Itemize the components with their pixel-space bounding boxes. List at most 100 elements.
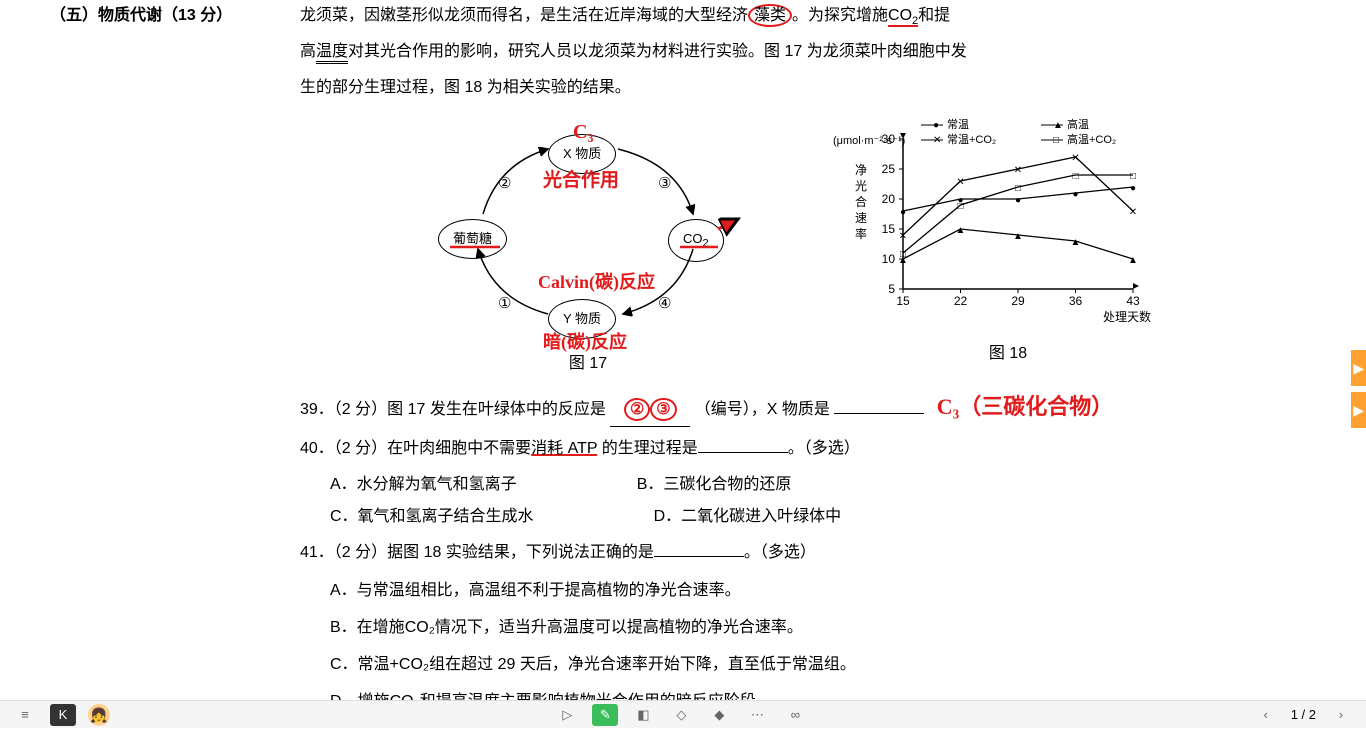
more-icon[interactable]: ⋯ bbox=[744, 704, 770, 726]
eraser2-icon[interactable]: ◆ bbox=[706, 704, 732, 726]
question-40: 40．（2 分）在叶肉细胞中不需要消耗 ATP 的生理过程是 。（多选） bbox=[300, 433, 1316, 465]
prev-page-icon[interactable]: ‹ bbox=[1253, 704, 1279, 726]
svg-text:✕: ✕ bbox=[956, 177, 964, 188]
svg-text:速: 速 bbox=[855, 211, 867, 225]
svg-text:□: □ bbox=[1015, 183, 1021, 194]
text: 和提 bbox=[918, 7, 950, 24]
bottom-toolbar: ≡ K 👧 ▷ ✎ ◧ ◇ ◆ ⋯ ∞ ‹ 1 / 2 › bbox=[0, 700, 1366, 728]
intro-line-3: 生的部分生理过程，图 18 为相关实验的结果。 bbox=[300, 72, 1316, 104]
text: 龙须菜，因嫩茎形似龙须而得名，是生活在近岸海域的大型经济 bbox=[300, 7, 748, 24]
q40-opt-a: A．水分解为氧气和氢离子 bbox=[330, 469, 517, 501]
side-arrow-down[interactable]: ▶ bbox=[1351, 392, 1366, 428]
annot-top: 光合作用 bbox=[543, 162, 619, 200]
co2: CO₂ bbox=[399, 656, 429, 673]
text: 。为探究增施 bbox=[792, 7, 888, 24]
q40-options: A．水分解为氧气和氢离子 B．三碳化合物的还原 C．氧气和氢离子结合生成水 D．… bbox=[330, 469, 1316, 533]
svg-text:高温+CO₂: 高温+CO₂ bbox=[1067, 132, 1116, 146]
svg-text:□: □ bbox=[900, 249, 906, 260]
annot-c3: C₃ bbox=[573, 112, 593, 152]
t: 和提高温度主要影响植物光合作用的暗反应阶段。 bbox=[420, 693, 772, 700]
figure-18: 510152025301522293643处理天数净光合速率(μmol·m⁻²·… bbox=[828, 114, 1188, 370]
svg-text:□: □ bbox=[957, 201, 963, 212]
intro-line-2: 高温度对其光合作用的影响，研究人员以龙须菜为材料进行实验。图 17 为龙须菜叶肉… bbox=[300, 36, 1316, 68]
t: 组在超过 29 天后，净光合速率开始下降，直至低于常温组。 bbox=[429, 656, 856, 673]
figures-row: X 物质 葡萄糖 CO2 Y 物质 bbox=[300, 114, 1316, 380]
q39-text: 39．（2 分）图 17 发生在叶绿体中的反应是 bbox=[300, 401, 606, 418]
fig18-label: 图 18 bbox=[828, 338, 1188, 370]
svg-text:率: 率 bbox=[855, 226, 867, 241]
side-arrow-up[interactable]: ▶ bbox=[1351, 350, 1366, 386]
svg-text:✕: ✕ bbox=[1014, 165, 1022, 176]
svg-text:常温+CO₂: 常温+CO₂ bbox=[947, 133, 996, 146]
svg-text:●: ● bbox=[1072, 189, 1078, 200]
annot-bot: 暗(碳)反应 bbox=[543, 324, 627, 360]
svg-text:净: 净 bbox=[855, 163, 867, 177]
q41-opt-d: D．增施CO₂和提高温度主要影响植物光合作用的暗反应阶段。 bbox=[330, 684, 1316, 700]
question-39: 39．（2 分）图 17 发生在叶绿体中的反应是 ②③ （编号），X 物质是 C… bbox=[300, 385, 1316, 429]
num-2: ② bbox=[498, 169, 511, 199]
svg-text:常温: 常温 bbox=[947, 118, 969, 131]
q39-ans1a: ② bbox=[624, 398, 650, 421]
svg-text:▲: ▲ bbox=[1128, 255, 1138, 266]
svg-text:□: □ bbox=[1072, 171, 1078, 182]
q40-text2: 的生理过程是 bbox=[597, 440, 697, 457]
question-41: 41．（2 分）据图 18 实验结果，下列说法正确的是 。（多选） bbox=[300, 537, 1316, 569]
q39-answer2: C₃（三碳化合物） bbox=[937, 394, 1113, 419]
svg-text:20: 20 bbox=[882, 192, 896, 206]
svg-text:▲: ▲ bbox=[1013, 231, 1023, 242]
line-chart: 510152025301522293643处理天数净光合速率(μmol·m⁻²·… bbox=[828, 114, 1188, 334]
q41-tail: 。（多选） bbox=[744, 544, 816, 561]
q41-opt-c: C．常温+CO₂组在超过 29 天后，净光合速率开始下降，直至低于常温组。 bbox=[330, 647, 1316, 684]
co2: CO bbox=[888, 7, 912, 24]
section-title: （五）物质代谢（13 分） bbox=[50, 0, 232, 32]
k-button[interactable]: K bbox=[50, 704, 76, 726]
svg-text:43: 43 bbox=[1126, 294, 1140, 308]
q40-blank bbox=[698, 437, 788, 453]
q40-tail: 。（多选） bbox=[788, 440, 860, 457]
svg-text:合: 合 bbox=[855, 194, 867, 209]
svg-text:✕: ✕ bbox=[1071, 153, 1079, 164]
pointer-icon[interactable]: ▷ bbox=[554, 704, 580, 726]
svg-text:36: 36 bbox=[1069, 294, 1083, 308]
q40-text: 40．（2 分）在叶肉细胞中不需要 bbox=[300, 440, 531, 457]
svg-text:22: 22 bbox=[954, 294, 968, 308]
q39-ans1b: ③ bbox=[650, 398, 676, 421]
chart-svg: 510152025301522293643处理天数净光合速率(μmol·m⁻²·… bbox=[828, 114, 1188, 334]
q41-blank bbox=[654, 541, 744, 557]
q40-key: 消耗 ATP bbox=[531, 440, 597, 457]
avatar-icon[interactable]: 👧 bbox=[88, 704, 110, 726]
eraser-icon[interactable]: ◇ bbox=[668, 704, 694, 726]
underlined-co2: CO2 bbox=[888, 7, 918, 27]
q39-mid: （编号），X 物质是 bbox=[695, 401, 830, 418]
svg-text:●: ● bbox=[900, 207, 906, 218]
side-nav: ▶ ▶ bbox=[1351, 350, 1366, 428]
q39-blank1: ②③ bbox=[610, 394, 690, 427]
svg-text:□: □ bbox=[1130, 171, 1136, 182]
svg-text:●: ● bbox=[1130, 183, 1136, 194]
pen-icon[interactable]: ✎ bbox=[592, 704, 618, 726]
q41-text: 41．（2 分）据图 18 实验结果，下列说法正确的是 bbox=[300, 544, 654, 561]
highlighter-icon[interactable]: ◧ bbox=[630, 704, 656, 726]
svg-text:15: 15 bbox=[882, 222, 896, 236]
svg-text:15: 15 bbox=[896, 294, 910, 308]
document-content: （五）物质代谢（13 分） 龙须菜，因嫩茎形似龙须而得名，是生活在近岸海域的大型… bbox=[0, 0, 1366, 700]
svg-text:处理天数: 处理天数 bbox=[1103, 309, 1151, 324]
menu-icon[interactable]: ≡ bbox=[12, 704, 38, 726]
underlined-温度: 温度 bbox=[316, 43, 348, 64]
svg-text:✕: ✕ bbox=[1129, 207, 1137, 218]
num-4: ④ bbox=[658, 289, 671, 319]
num-3: ③ bbox=[658, 169, 671, 199]
intro-line-1: 龙须菜，因嫩茎形似龙须而得名，是生活在近岸海域的大型经济藻类。为探究增施CO2和… bbox=[300, 0, 1316, 32]
circled-藻类: 藻类 bbox=[748, 4, 792, 27]
co2: CO₂ bbox=[405, 619, 435, 636]
annot-mid: Calvin(碳)反应 bbox=[538, 264, 655, 300]
q41-options: A．与常温组相比，高温组不利于提高植物的净光合速率。 B．在增施CO₂情况下，适… bbox=[330, 573, 1316, 700]
svg-text:✕: ✕ bbox=[899, 231, 907, 242]
svg-text:25: 25 bbox=[882, 162, 896, 176]
cycle-diagram: X 物质 葡萄糖 CO2 Y 物质 bbox=[428, 114, 748, 344]
link-icon[interactable]: ∞ bbox=[782, 704, 808, 726]
figure-17: X 物质 葡萄糖 CO2 Y 物质 bbox=[428, 114, 748, 380]
next-page-icon[interactable]: › bbox=[1328, 704, 1354, 726]
t: 情况下，适当升高温度可以提高植物的净光合速率。 bbox=[435, 619, 803, 636]
co2: CO₂ bbox=[390, 693, 420, 700]
